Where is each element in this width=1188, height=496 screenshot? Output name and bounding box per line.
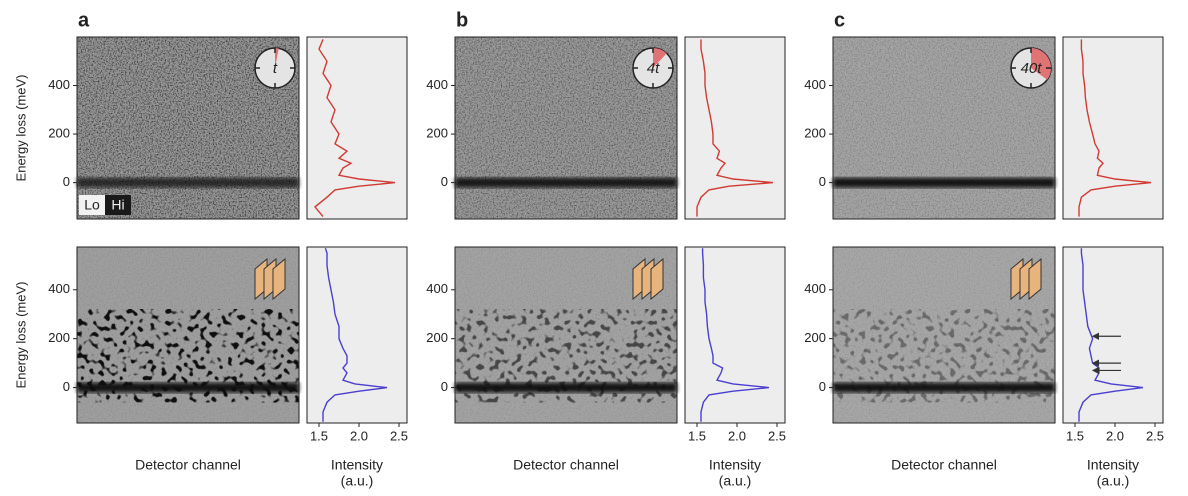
profile-panel: [684, 246, 786, 424]
intensity-line: [322, 247, 388, 422]
zero-loss-band: [77, 382, 299, 393]
profile-panel: [306, 36, 408, 220]
clock-wedge: [275, 48, 279, 68]
y-tick-label: 200: [804, 330, 826, 345]
image-frame: [832, 36, 1056, 220]
x-axis-label: Intensity: [331, 457, 383, 473]
y-tick-label: 200: [804, 126, 826, 141]
x-tick-label: 2.5: [390, 428, 408, 443]
panel-label: a: [78, 9, 90, 31]
intensity-line: [696, 39, 774, 217]
y-tick-label: 400: [426, 281, 448, 296]
x-axis-label: Intensity: [1087, 457, 1139, 473]
stack-icon: [650, 257, 664, 301]
profile-panel: [1062, 246, 1164, 424]
zero-loss-band: [833, 382, 1055, 393]
image-frame: [76, 246, 300, 424]
x-axis-label: Detector channel: [891, 457, 997, 473]
panel-label: c: [834, 9, 845, 31]
lo-label: Lo: [84, 197, 100, 213]
x-axis-label: (a.u.): [719, 473, 752, 489]
image-frame: [76, 36, 300, 220]
stack-icon: [1028, 257, 1042, 301]
x-axis-label: (a.u.): [1097, 473, 1130, 489]
y-tick-label: 200: [48, 126, 70, 141]
zero-loss-band: [455, 177, 677, 188]
y-tick-label: 400: [48, 281, 70, 296]
profile-panel: [1062, 36, 1164, 220]
y-tick-label: 200: [426, 330, 448, 345]
profile-panel: [684, 36, 786, 220]
y-tick-label: 200: [426, 126, 448, 141]
y-tick-label: 0: [819, 379, 826, 394]
y-tick-label: 200: [48, 330, 70, 345]
y-axis-label: Energy loss (meV): [13, 75, 28, 182]
x-tick-label: 2.0: [350, 428, 368, 443]
y-tick-label: 400: [48, 77, 70, 92]
x-tick-label: 2.0: [728, 428, 746, 443]
x-tick-label: 2.0: [1106, 428, 1124, 443]
image-frame: [454, 246, 678, 424]
x-tick-label: 2.5: [768, 428, 786, 443]
intensity-line: [1078, 39, 1152, 217]
x-tick-label: 1.5: [688, 428, 706, 443]
y-tick-label: 0: [819, 174, 826, 189]
y-tick-label: 400: [804, 281, 826, 296]
y-tick-label: 0: [441, 174, 448, 189]
y-tick-label: 0: [63, 379, 70, 394]
x-tick-label: 1.5: [1066, 428, 1084, 443]
clock-wedge: [1031, 48, 1051, 80]
profile-panel: [306, 246, 408, 424]
zero-loss-band: [77, 177, 299, 188]
y-tick-label: 400: [426, 77, 448, 92]
hi-label: Hi: [111, 197, 124, 213]
y-tick-label: 0: [63, 174, 70, 189]
image-frame: [454, 36, 678, 220]
intensity-line: [314, 39, 396, 218]
hi-box: [105, 195, 131, 215]
stack-icon: [272, 257, 286, 301]
clock-label: 4t: [647, 60, 660, 77]
zero-loss-band: [833, 177, 1055, 188]
y-tick-label: 0: [441, 379, 448, 394]
x-axis-label: Detector channel: [513, 457, 619, 473]
clock-label: t: [273, 60, 278, 77]
lo-box: [79, 195, 105, 215]
clock-wedge: [653, 48, 667, 68]
y-tick-label: 400: [804, 77, 826, 92]
x-tick-label: 1.5: [310, 428, 328, 443]
y-axis-label: Energy loss (meV): [13, 282, 28, 389]
x-axis-label: (a.u.): [341, 473, 374, 489]
panel-label: b: [456, 9, 468, 31]
intensity-line: [700, 248, 770, 422]
x-axis-label: Intensity: [709, 457, 761, 473]
zero-loss-band: [455, 382, 677, 393]
image-frame: [832, 246, 1056, 424]
x-tick-label: 2.5: [1146, 428, 1164, 443]
intensity-line: [1078, 248, 1144, 422]
x-axis-label: Detector channel: [135, 457, 241, 473]
clock-label: 40t: [1021, 60, 1043, 77]
